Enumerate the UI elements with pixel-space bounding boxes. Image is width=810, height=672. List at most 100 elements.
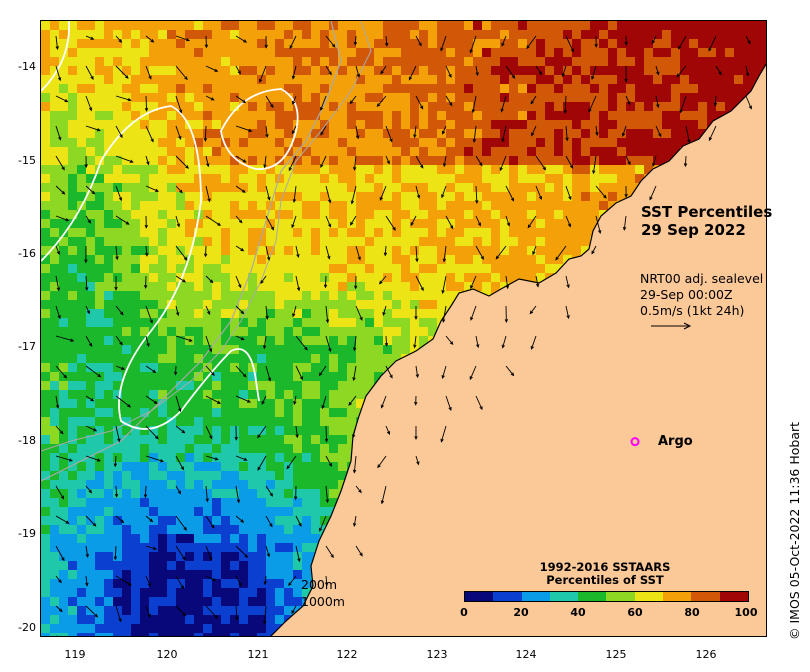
sst-cell xyxy=(212,291,222,301)
sst-cell xyxy=(212,201,222,211)
sst-cell xyxy=(284,453,294,463)
sst-cell xyxy=(50,372,60,382)
sst-cell xyxy=(428,102,438,112)
sst-cell xyxy=(176,426,186,436)
sst-cell xyxy=(437,255,447,265)
sst-cell xyxy=(302,39,312,49)
sst-cell xyxy=(212,399,222,409)
sst-cell xyxy=(320,21,330,31)
sst-cell xyxy=(158,282,168,292)
sst-cell xyxy=(536,120,546,130)
sst-cell xyxy=(221,444,231,454)
sst-cell xyxy=(221,426,231,436)
sst-cell xyxy=(185,66,195,76)
sst-cell xyxy=(500,57,510,67)
sst-cell xyxy=(617,174,627,184)
sst-cell xyxy=(104,525,114,535)
sst-cell xyxy=(338,210,348,220)
sst-cell xyxy=(437,129,447,139)
sst-cell xyxy=(230,300,240,310)
sst-cell xyxy=(41,426,51,436)
sst-cell xyxy=(68,219,78,229)
sst-cell xyxy=(383,210,393,220)
sst-cell xyxy=(131,480,141,490)
sst-cell xyxy=(239,111,249,121)
sst-cell xyxy=(491,120,501,130)
sst-cell xyxy=(383,57,393,67)
sst-cell xyxy=(113,102,123,112)
sst-cell xyxy=(95,516,105,526)
sst-cell xyxy=(95,552,105,562)
sst-cell xyxy=(104,435,114,445)
sst-cell xyxy=(311,228,321,238)
sst-cell xyxy=(86,165,96,175)
sst-cell xyxy=(194,507,204,517)
sst-cell xyxy=(50,129,60,139)
sst-cell xyxy=(212,30,222,40)
sst-cell xyxy=(446,264,456,274)
sst-cell xyxy=(203,408,213,418)
sst-cell xyxy=(176,507,186,517)
sst-cell xyxy=(653,120,663,130)
sst-cell xyxy=(671,39,681,49)
sst-cell xyxy=(95,228,105,238)
sst-cell xyxy=(761,57,766,67)
sst-cell xyxy=(104,273,114,283)
sst-cell xyxy=(68,408,78,418)
sst-cell xyxy=(221,372,231,382)
sst-cell xyxy=(122,336,132,346)
sst-cell xyxy=(95,75,105,85)
sst-cell xyxy=(725,57,735,67)
sst-cell xyxy=(356,129,366,139)
sst-cell xyxy=(266,372,276,382)
sst-cell xyxy=(554,246,564,256)
sst-cell xyxy=(50,255,60,265)
sst-cell xyxy=(653,30,663,40)
sst-cell xyxy=(140,318,150,328)
sst-cell xyxy=(266,327,276,337)
sst-cell xyxy=(428,48,438,58)
sst-cell xyxy=(536,93,546,103)
sst-cell xyxy=(347,75,357,85)
sst-cell xyxy=(374,372,384,382)
sst-cell xyxy=(311,111,321,121)
sst-cell xyxy=(140,201,150,211)
sst-cell xyxy=(509,147,519,157)
sst-cell xyxy=(554,84,564,94)
sst-cell xyxy=(392,282,402,292)
sst-cell xyxy=(104,462,114,472)
sst-cell xyxy=(95,462,105,472)
sst-cell xyxy=(95,300,105,310)
sst-cell xyxy=(275,543,285,553)
sst-cell xyxy=(68,480,78,490)
sst-cell xyxy=(662,120,672,130)
sst-cell xyxy=(275,273,285,283)
sst-cell xyxy=(86,201,96,211)
sst-cell xyxy=(104,210,114,220)
sst-cell xyxy=(644,120,654,130)
sst-cell xyxy=(131,120,141,130)
sst-cell xyxy=(653,75,663,85)
sst-cell xyxy=(185,84,195,94)
sst-cell xyxy=(167,246,177,256)
sst-cell xyxy=(212,516,222,526)
sst-cell xyxy=(149,408,159,418)
sst-cell xyxy=(113,327,123,337)
sst-cell xyxy=(464,147,474,157)
sst-cell xyxy=(248,48,258,58)
sst-cell xyxy=(95,246,105,256)
sst-cell xyxy=(140,507,150,517)
sst-cell xyxy=(140,147,150,157)
sst-cell xyxy=(122,237,132,247)
sst-cell xyxy=(329,174,339,184)
sst-cell xyxy=(338,219,348,229)
sst-cell xyxy=(122,381,132,391)
sst-cell xyxy=(104,516,114,526)
sst-cell xyxy=(482,210,492,220)
sst-cell xyxy=(356,354,366,364)
sst-cell xyxy=(248,174,258,184)
sst-cell xyxy=(176,129,186,139)
sst-cell xyxy=(329,66,339,76)
sst-cell xyxy=(104,363,114,373)
sst-cell xyxy=(77,489,87,499)
